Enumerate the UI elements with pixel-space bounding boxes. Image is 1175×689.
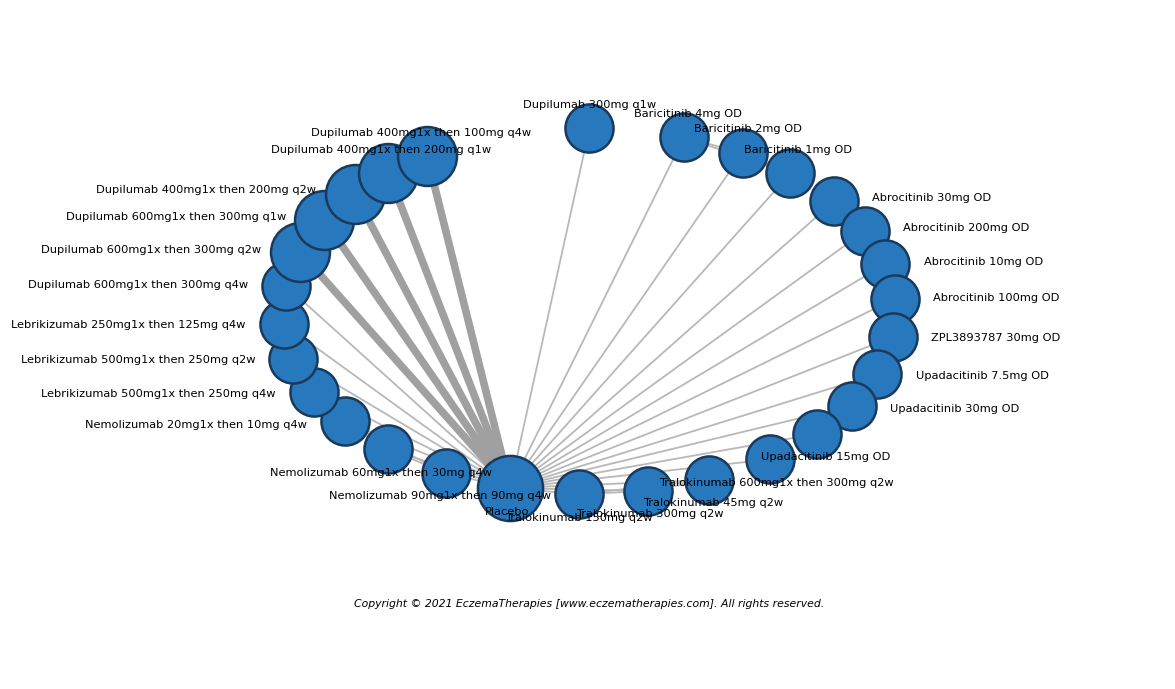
Text: Baricitinib 4mg OD: Baricitinib 4mg OD xyxy=(633,109,741,119)
Point xyxy=(417,151,436,162)
Point xyxy=(886,293,905,304)
Point xyxy=(580,123,599,134)
Point xyxy=(275,318,294,329)
Point xyxy=(825,196,844,207)
Text: Nemolizumab 90mg1x then 90mg q4w: Nemolizumab 90mg1x then 90mg q4w xyxy=(329,491,551,502)
Text: Copyright © 2021 EczemaTherapies [www.eczematherapies.com]. All rights reserved.: Copyright © 2021 EczemaTherapies [www.ec… xyxy=(355,599,825,608)
Point xyxy=(638,486,657,497)
Point xyxy=(733,147,752,158)
Text: Baricitinib 2mg OD: Baricitinib 2mg OD xyxy=(694,125,803,134)
Text: Tralokinumab 45mg q2w: Tralokinumab 45mg q2w xyxy=(644,498,784,508)
Point xyxy=(842,400,861,411)
Text: Lebrikizumab 250mg1x then 125mg q4w: Lebrikizumab 250mg1x then 125mg q4w xyxy=(11,320,246,329)
Text: Nemolizumab 60mg1x then 30mg q4w: Nemolizumab 60mg1x then 30mg q4w xyxy=(270,468,492,478)
Text: Tralokinumab 150mg q2w: Tralokinumab 150mg q2w xyxy=(504,513,652,523)
Text: Baricitinib 1mg OD: Baricitinib 1mg OD xyxy=(744,145,852,155)
Point xyxy=(380,168,398,179)
Text: Dupilumab 400mg1x then 100mg q4w: Dupilumab 400mg1x then 100mg q4w xyxy=(311,127,531,138)
Text: Abrocitinib 10mg OD: Abrocitinib 10mg OD xyxy=(924,258,1042,267)
Text: Placebo: Placebo xyxy=(485,506,530,517)
Text: Dupilumab 600mg1x then 300mg q2w: Dupilumab 600mg1x then 300mg q2w xyxy=(41,245,262,255)
Point xyxy=(304,386,323,397)
Point xyxy=(501,482,519,493)
Text: Dupilumab 400mg1x then 200mg q2w: Dupilumab 400mg1x then 200mg q2w xyxy=(96,185,316,195)
Text: Tralokinumab 600mg1x then 300mg q2w: Tralokinumab 600mg1x then 300mg q2w xyxy=(659,478,893,488)
Point xyxy=(315,214,334,225)
Text: Lebrikizumab 500mg1x then 250mg q2w: Lebrikizumab 500mg1x then 250mg q2w xyxy=(21,356,255,365)
Point xyxy=(290,246,309,257)
Point xyxy=(436,467,455,478)
Point xyxy=(284,353,303,364)
Point xyxy=(760,454,779,465)
Point xyxy=(875,258,894,269)
Point xyxy=(884,331,902,342)
Point xyxy=(380,444,398,455)
Text: Abrocitinib 200mg OD: Abrocitinib 200mg OD xyxy=(904,223,1029,234)
Point xyxy=(781,168,800,179)
Text: Upadacitinib 15mg OD: Upadacitinib 15mg OD xyxy=(761,452,891,462)
Text: Tralokinumab 300mg q2w: Tralokinumab 300mg q2w xyxy=(576,509,724,520)
Text: Dupilumab 300mg q1w: Dupilumab 300mg q1w xyxy=(523,100,656,110)
Text: Lebrikizumab 500mg1x then 250mg q4w: Lebrikizumab 500mg1x then 250mg q4w xyxy=(41,389,276,399)
Point xyxy=(570,489,589,500)
Text: Abrocitinib 30mg OD: Abrocitinib 30mg OD xyxy=(872,192,992,203)
Text: Upadacitinib 7.5mg OD: Upadacitinib 7.5mg OD xyxy=(915,371,1048,381)
Point xyxy=(674,132,693,143)
Text: Dupilumab 400mg1x then 200mg q1w: Dupilumab 400mg1x then 200mg q1w xyxy=(270,145,491,155)
Text: Dupilumab 600mg1x then 300mg q1w: Dupilumab 600mg1x then 300mg q1w xyxy=(66,212,286,222)
Text: ZPL3893787 30mg OD: ZPL3893787 30mg OD xyxy=(931,333,1060,342)
Point xyxy=(335,416,354,427)
Text: Upadacitinib 30mg OD: Upadacitinib 30mg OD xyxy=(891,404,1020,414)
Point xyxy=(855,226,874,237)
Point xyxy=(807,429,826,440)
Text: Dupilumab 600mg1x then 300mg q4w: Dupilumab 600mg1x then 300mg q4w xyxy=(27,280,248,290)
Point xyxy=(345,188,364,199)
Point xyxy=(700,474,719,485)
Point xyxy=(868,369,887,380)
Text: Nemolizumab 20mg1x then 10mg q4w: Nemolizumab 20mg1x then 10mg q4w xyxy=(85,420,307,430)
Point xyxy=(276,280,295,291)
Text: Abrocitinib 100mg OD: Abrocitinib 100mg OD xyxy=(933,293,1060,303)
